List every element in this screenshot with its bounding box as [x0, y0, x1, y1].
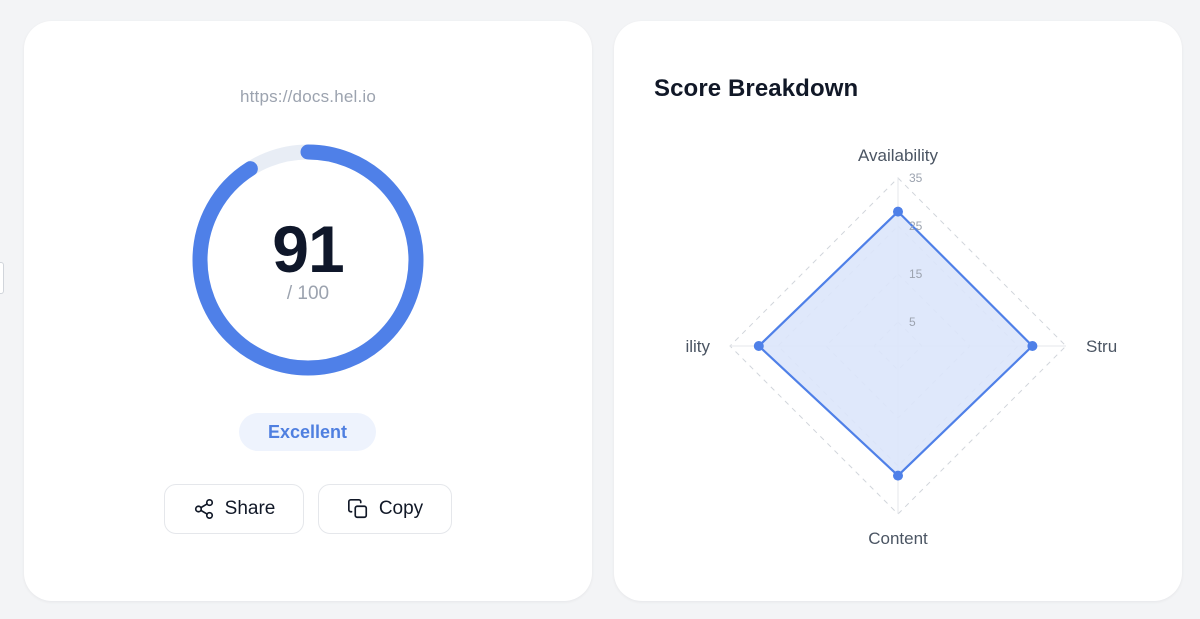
radar-point-availability: [893, 206, 903, 217]
radar-axis-label-availability: Availability: [858, 146, 939, 165]
radar-axis-label-accessibility: ility: [685, 337, 710, 356]
radar-point-structure: [1027, 341, 1038, 351]
radar-area: [757, 210, 1034, 477]
copy-button-label: Copy: [378, 498, 424, 519]
radar-point-content: [893, 470, 903, 481]
score-value: 91: [272, 212, 344, 286]
side-panel-handle[interactable]: [0, 262, 4, 294]
radar-grid-ring-35: [729, 177, 1067, 515]
share-button-label: Share: [224, 498, 276, 519]
gauge-progress: [192, 144, 424, 376]
score-max-label: / 100: [286, 283, 330, 304]
score-gauge: [192, 144, 424, 376]
radar-tick-label-15: 15: [909, 267, 923, 281]
radar-point-accessibility: [753, 341, 764, 351]
score-card: https://docs.hel.io 91 / 100 Excellent S…: [24, 21, 592, 601]
share-button[interactable]: Share: [164, 484, 304, 534]
site-url: https://docs.hel.io: [239, 87, 377, 106]
radar-chart: 5 15 25 35 Availability Stru Content ility: [685, 146, 1117, 548]
radar-axis-label-content: Content: [868, 529, 928, 548]
share-icon: [194, 499, 213, 519]
rating-badge: Excellent: [239, 413, 376, 451]
breakdown-title: Score Breakdown: [654, 75, 859, 102]
copy-button[interactable]: Copy: [318, 484, 452, 534]
radar-axis-label-structure: Stru: [1086, 337, 1117, 356]
radar-tick-label-5: 5: [909, 315, 916, 329]
score-breakdown-card: Score Breakdown 5 15 25 35 Availability Stru…: [614, 21, 1182, 601]
copy-icon: [347, 499, 367, 519]
radar-tick-label-35: 35: [909, 171, 923, 185]
radar-tick-label-25: 25: [909, 219, 923, 233]
